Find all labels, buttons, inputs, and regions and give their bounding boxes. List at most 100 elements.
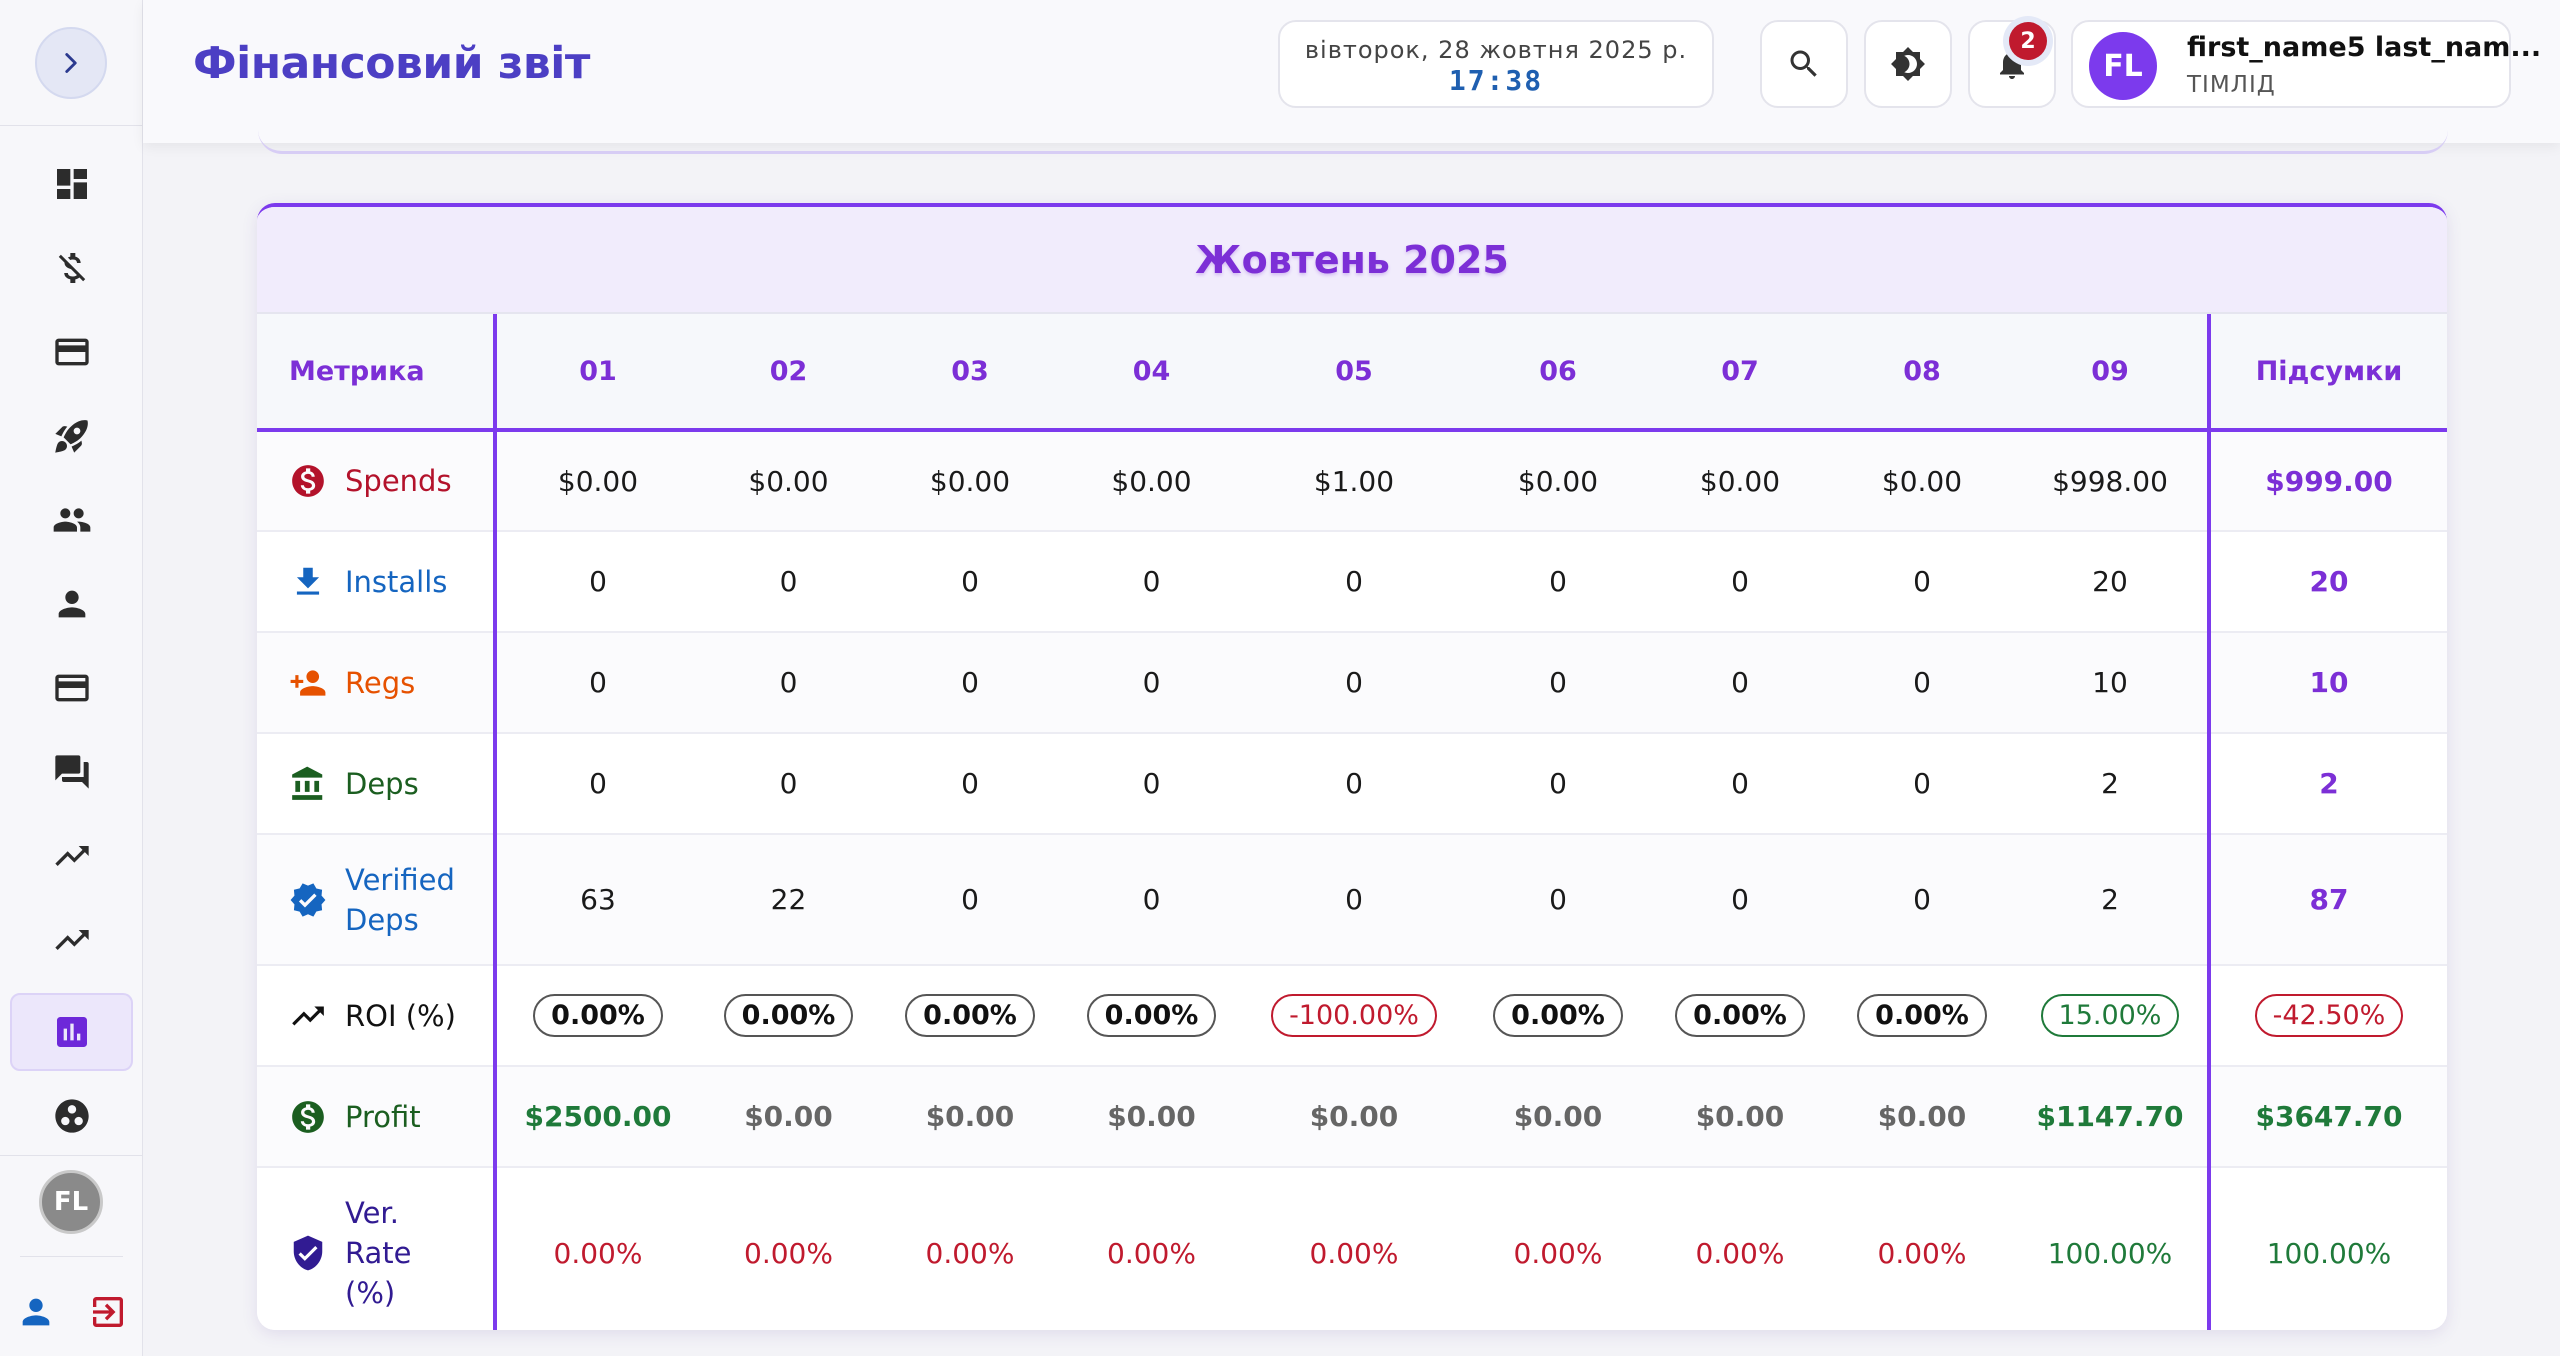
sidebar-item-campaigns[interactable] bbox=[10, 397, 133, 475]
dollar-circle-icon bbox=[292, 1100, 324, 1133]
value-cell: 0 bbox=[1649, 834, 1831, 966]
total-cell: 2 bbox=[2207, 733, 2447, 835]
table-body: Spends $0.00 $0.00 $0.00 $0.00 $1.00 $0.00 $0.0… bbox=[257, 430, 2447, 1330]
sidebar-avatar[interactable]: FL bbox=[39, 1170, 103, 1234]
metric-label: Installs bbox=[345, 564, 448, 599]
roi-total-badge: -42.50% bbox=[2254, 994, 2404, 1037]
value-cell: 0.00% bbox=[1831, 1167, 2013, 1330]
value-cell: $0.00 bbox=[878, 1066, 1062, 1168]
profile-icon[interactable] bbox=[16, 1292, 56, 1332]
group-icon bbox=[53, 508, 90, 532]
trending-up-icon bbox=[292, 1006, 324, 1025]
metric-label: ROI (%) bbox=[345, 998, 456, 1033]
team-circle-icon bbox=[54, 1099, 89, 1133]
value-cell: 15.00% bbox=[2013, 965, 2209, 1067]
roi-badge: 0.00% bbox=[533, 994, 663, 1037]
value-cell: $2500.00 bbox=[495, 1066, 699, 1168]
metric-label: Verified Deps bbox=[345, 862, 455, 937]
day-column-header: 05 bbox=[1241, 314, 1467, 432]
sidebar-item-dashboard[interactable] bbox=[10, 145, 133, 223]
page-title: Фінансовий звіт bbox=[193, 38, 590, 89]
chevron-right-icon bbox=[65, 53, 77, 73]
value-cell: $0.00 bbox=[699, 1066, 878, 1168]
sidebar-item-stats[interactable] bbox=[10, 817, 133, 895]
bank-icon bbox=[292, 766, 323, 800]
metric-cell-content: Ver. Rate (%) bbox=[289, 1193, 493, 1313]
theme-toggle-button[interactable] bbox=[1864, 20, 1952, 108]
sidebar-item-teams[interactable] bbox=[10, 481, 133, 559]
value-cell: 0.00% bbox=[699, 965, 878, 1067]
sidebar-item-spends[interactable] bbox=[10, 229, 133, 307]
value-cell: 0 bbox=[1062, 531, 1241, 633]
metric-cell-content: Profit bbox=[289, 1097, 493, 1137]
value-cell: 63 bbox=[495, 834, 699, 966]
table-row-spends: Spends $0.00 $0.00 $0.00 $0.00 $1.00 $0.00 $0.0… bbox=[257, 430, 2447, 532]
user-name: first_name5 last_nam... bbox=[2187, 32, 2542, 63]
value-cell: 0 bbox=[878, 733, 1062, 835]
total-cell: 100.00% bbox=[2207, 1167, 2447, 1330]
shield-check-icon bbox=[293, 1235, 323, 1271]
value-cell: $0.00 bbox=[1467, 430, 1649, 532]
totals-column-header: Підсумки bbox=[2207, 314, 2447, 432]
metric-column-header: Метрика bbox=[257, 314, 497, 432]
download-icon bbox=[296, 567, 320, 595]
value-cell: $0.00 bbox=[1062, 430, 1241, 532]
roi-badge: 0.00% bbox=[1086, 994, 1217, 1037]
total-cell: 10 bbox=[2207, 632, 2447, 734]
value-cell: 0 bbox=[1241, 632, 1467, 734]
logout-icon[interactable] bbox=[88, 1292, 128, 1332]
value-cell: 0.00% bbox=[1831, 965, 2013, 1067]
sidebar-item-financial-report[interactable] bbox=[10, 993, 133, 1071]
value-cell: $1.00 bbox=[1241, 430, 1467, 532]
metric-label: Spends bbox=[345, 464, 452, 498]
value-cell: 0 bbox=[1062, 632, 1241, 734]
value-cell: 0.00% bbox=[699, 1167, 878, 1330]
sidebar-divider bbox=[0, 125, 143, 126]
value-cell: 20 bbox=[2013, 531, 2209, 633]
verified-icon bbox=[290, 882, 326, 917]
sidebar-item-users[interactable] bbox=[10, 565, 133, 643]
value-cell: 0.00% bbox=[1467, 965, 1649, 1067]
value-cell: 0 bbox=[1062, 834, 1241, 966]
dashboard-icon bbox=[56, 169, 87, 199]
sidebar-item-team-circle[interactable] bbox=[10, 1077, 133, 1155]
current-date: вівторок, 28 жовтня 2025 р. bbox=[1304, 36, 1688, 64]
value-cell: $0.00 bbox=[1241, 1066, 1467, 1168]
value-cell: 0.00% bbox=[1241, 1167, 1467, 1330]
brightness-icon bbox=[1891, 47, 1925, 81]
avatar: FL bbox=[2089, 32, 2157, 100]
value-cell: 2 bbox=[2013, 733, 2209, 835]
value-cell: 100.00% bbox=[2013, 1167, 2209, 1330]
value-cell: 22 bbox=[699, 834, 878, 966]
sidebar-item-analytics[interactable] bbox=[10, 901, 133, 979]
search-icon bbox=[1790, 50, 1817, 77]
value-cell: 0 bbox=[1467, 834, 1649, 966]
user-menu[interactable]: FL first_name5 last_nam... ТІМЛІД bbox=[2071, 20, 2541, 108]
current-time: 17:38 bbox=[1448, 64, 1544, 97]
person-add-icon bbox=[290, 669, 326, 696]
day-column-header: 09 bbox=[2013, 314, 2209, 432]
sidebar-expand-button[interactable] bbox=[35, 27, 107, 99]
value-cell: 10 bbox=[2013, 632, 2209, 734]
search-button[interactable] bbox=[1760, 20, 1848, 108]
value-cell: $0.00 bbox=[878, 430, 1062, 532]
day-column-header: 02 bbox=[699, 314, 878, 432]
value-cell: 0 bbox=[495, 733, 699, 835]
value-cell: 2 bbox=[2013, 834, 2209, 966]
sidebar-divider bbox=[0, 1155, 143, 1156]
value-cell: 0.00% bbox=[878, 965, 1062, 1067]
roi-badge: 0.00% bbox=[723, 994, 854, 1037]
value-cell: $0.00 bbox=[699, 430, 878, 532]
value-cell: 0 bbox=[1467, 531, 1649, 633]
total-cell: 87 bbox=[2207, 834, 2447, 966]
day-column-header: 08 bbox=[1831, 314, 2013, 432]
value-cell: $0.00 bbox=[1467, 1066, 1649, 1168]
sidebar-item-chat[interactable] bbox=[10, 733, 133, 811]
value-cell: 0 bbox=[1467, 632, 1649, 734]
sidebar-item-cards[interactable] bbox=[10, 313, 133, 391]
value-cell: 0 bbox=[1831, 531, 2013, 633]
sidebar-item-payments[interactable] bbox=[10, 649, 133, 727]
card-header: Жовтень 2025 bbox=[257, 207, 2447, 314]
month-title: Жовтень 2025 bbox=[1195, 237, 1509, 282]
day-column-header: 03 bbox=[878, 314, 1062, 432]
